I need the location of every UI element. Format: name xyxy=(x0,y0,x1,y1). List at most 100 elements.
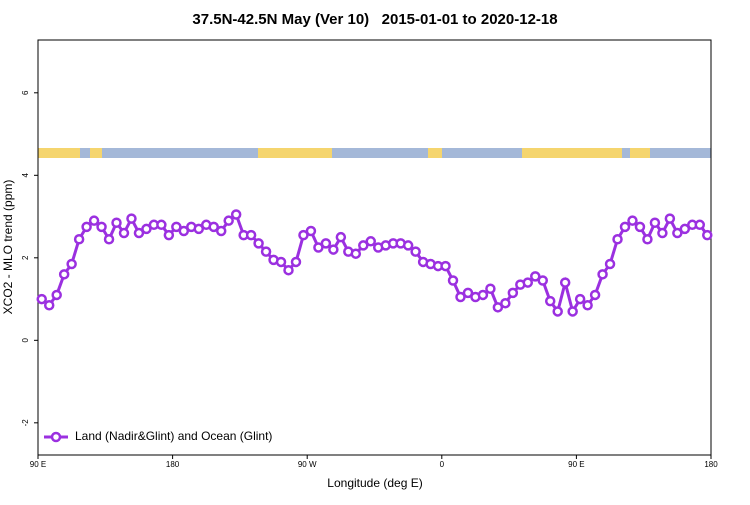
data-point xyxy=(664,213,676,224)
data-point xyxy=(552,306,563,317)
data-point xyxy=(290,256,302,268)
land-band xyxy=(258,148,332,158)
land-band xyxy=(428,148,442,158)
ocean-band xyxy=(38,148,711,158)
data-point xyxy=(163,229,175,241)
data-point xyxy=(477,289,489,301)
data-point xyxy=(627,215,638,226)
data-point xyxy=(320,238,332,249)
data-point xyxy=(156,219,167,231)
data-point xyxy=(283,264,294,276)
data-point xyxy=(492,302,504,313)
data-point xyxy=(275,256,287,268)
data-point xyxy=(358,240,369,251)
data-point xyxy=(574,293,586,305)
x-tick-label: 90 E xyxy=(30,460,46,469)
data-point xyxy=(537,275,548,286)
x-tick-label: 90 E xyxy=(568,460,584,469)
data-point xyxy=(51,289,62,301)
data-point xyxy=(58,269,70,280)
y-tick-label: -2 xyxy=(21,419,30,427)
data-point xyxy=(544,295,556,307)
data-point xyxy=(96,221,107,233)
data-point xyxy=(88,215,100,226)
x-tick-label: 0 xyxy=(440,460,445,469)
data-point xyxy=(612,233,623,245)
data-point xyxy=(679,223,691,235)
data-point xyxy=(350,248,362,259)
data-point xyxy=(36,293,47,305)
data-point xyxy=(245,229,257,241)
data-point xyxy=(447,275,459,286)
x-tick-label: 180 xyxy=(704,460,718,469)
x-axis-label: Longitude (deg E) xyxy=(327,476,422,490)
x-tick-label: 90 W xyxy=(298,460,317,469)
land-band xyxy=(90,148,102,158)
data-point xyxy=(500,297,511,309)
data-point xyxy=(328,244,339,255)
y-tick-label: 4 xyxy=(21,173,30,178)
data-point xyxy=(522,277,534,288)
data-point xyxy=(530,271,541,282)
data-point xyxy=(298,229,309,241)
legend-marker xyxy=(50,431,62,443)
legend-label: Land (Nadir&Glint) and Ocean (Glint) xyxy=(75,429,272,443)
data-point xyxy=(694,219,706,231)
data-point xyxy=(634,221,646,233)
data-point xyxy=(178,225,190,237)
data-point xyxy=(111,217,122,228)
data-point xyxy=(215,225,227,237)
data-point xyxy=(335,231,347,243)
data-point xyxy=(118,227,130,239)
data-point xyxy=(582,300,593,311)
y-tick-label: 6 xyxy=(21,90,30,95)
data-point xyxy=(440,260,451,272)
land-band xyxy=(38,148,80,158)
data-point xyxy=(410,246,421,257)
land-band xyxy=(522,148,622,158)
data-point xyxy=(305,225,317,237)
data-point xyxy=(462,287,474,299)
data-point xyxy=(208,221,219,233)
data-point xyxy=(126,213,137,224)
data-point xyxy=(657,227,668,239)
y-axis-label: XCO2 - MLO trend (ppm) xyxy=(1,180,15,315)
data-point xyxy=(133,227,145,239)
plot-frame xyxy=(37,39,712,456)
data-point xyxy=(141,223,152,235)
data-point xyxy=(649,217,661,228)
x-tick-label: 180 xyxy=(166,460,180,469)
data-point xyxy=(223,215,234,226)
data-point xyxy=(260,246,272,257)
data-point xyxy=(171,221,182,233)
data-point xyxy=(66,258,77,270)
chart-title: 37.5N-42.5N May (Ver 10) 2015-01-01 to 2… xyxy=(192,11,557,28)
data-point xyxy=(365,236,377,247)
data-point xyxy=(702,229,713,241)
data-point xyxy=(313,242,324,253)
y-tick-label: 2 xyxy=(21,255,30,260)
data-point xyxy=(103,233,115,245)
land-ocean-strip xyxy=(38,148,711,158)
data-point xyxy=(642,233,653,245)
land-band xyxy=(630,148,650,158)
data-point xyxy=(604,258,616,270)
data-point xyxy=(567,306,578,317)
data-point xyxy=(73,233,85,245)
data-point xyxy=(253,238,264,249)
data-point xyxy=(81,221,92,233)
data-point xyxy=(43,300,55,311)
data-point xyxy=(402,240,414,251)
data-point xyxy=(230,209,242,220)
data-point xyxy=(193,223,205,235)
data-point xyxy=(619,221,631,233)
data-point xyxy=(672,227,683,239)
y-tick-label: 0 xyxy=(21,338,30,343)
data-point xyxy=(485,283,496,295)
data-point xyxy=(559,277,571,288)
data-point xyxy=(507,287,519,299)
data-point xyxy=(597,269,608,280)
data-point xyxy=(455,291,466,303)
data-point xyxy=(589,289,601,301)
